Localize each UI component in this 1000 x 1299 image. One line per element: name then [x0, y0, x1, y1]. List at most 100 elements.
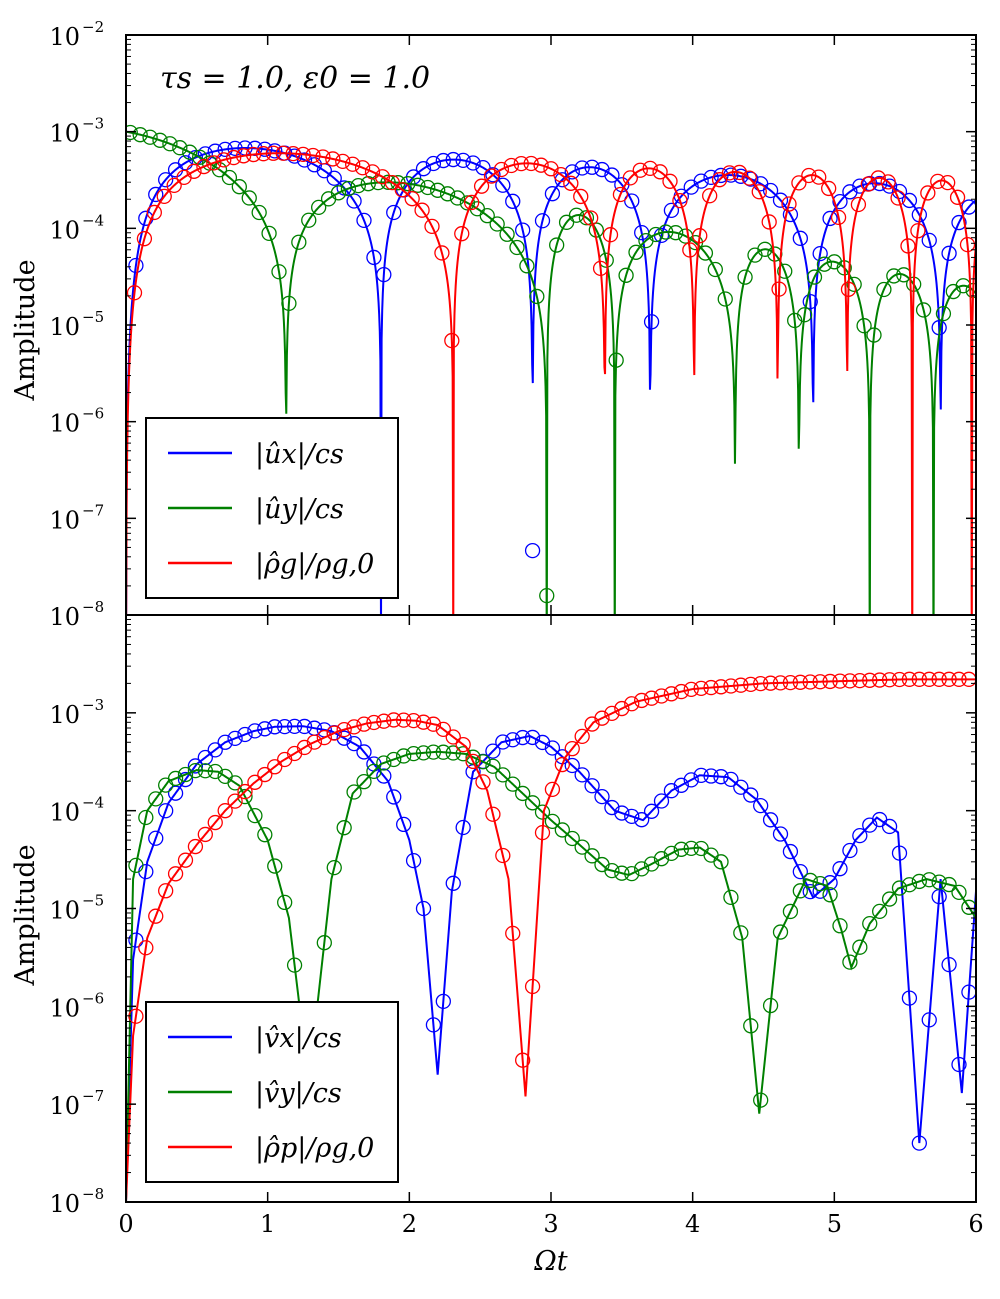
ytick-exponent: −8 [82, 598, 104, 616]
data-point [473, 178, 490, 194]
data-point [632, 162, 648, 178]
data-point [812, 245, 828, 262]
data-point [832, 918, 848, 934]
data-point [241, 190, 257, 206]
data-point [396, 712, 412, 728]
ytick-exponent: −4 [82, 794, 104, 812]
data-point [927, 656, 941, 670]
data-point [509, 239, 525, 256]
data-point [247, 723, 263, 739]
data-point [136, 231, 153, 247]
data-point [420, 179, 436, 196]
data-point [811, 169, 827, 185]
data-point [872, 903, 888, 920]
data-point [713, 854, 729, 870]
data-point [891, 845, 908, 861]
data-point [618, 267, 634, 283]
data-point [941, 671, 957, 687]
data-point [891, 671, 908, 688]
data-point [177, 766, 194, 783]
data-point [850, 196, 867, 213]
data-point [624, 808, 640, 825]
data-point [277, 894, 293, 911]
data-point [578, 210, 595, 226]
data-point [931, 671, 947, 687]
data-point [257, 827, 273, 843]
data-point [400, 176, 416, 192]
data-point [792, 674, 808, 690]
data-point [901, 990, 918, 1006]
data-point [673, 683, 689, 700]
data-point [951, 671, 967, 687]
data-point [568, 207, 585, 223]
data-point [653, 688, 670, 704]
data-point [464, 194, 480, 211]
data-point [126, 285, 143, 301]
data-point [881, 891, 898, 907]
data-point [911, 671, 927, 687]
ytick-label: 10 [49, 216, 80, 244]
data-point [356, 212, 372, 229]
data-point [534, 213, 551, 229]
data-point [489, 216, 505, 232]
ytick-exponent: −6 [82, 405, 104, 423]
data-point [594, 710, 610, 726]
data-point [921, 232, 937, 249]
data-point [830, 209, 847, 226]
data-point [285, 145, 301, 162]
data-point [658, 224, 674, 240]
data-point [475, 774, 491, 790]
data-point [683, 772, 699, 788]
data-point [856, 318, 872, 334]
data-point [832, 673, 848, 689]
data-point [295, 146, 311, 162]
data-point [380, 174, 396, 190]
data-point [301, 212, 317, 228]
data-point [366, 763, 382, 779]
data-point [881, 818, 898, 835]
data-point [703, 679, 719, 696]
data-point [217, 734, 233, 750]
data-point [523, 155, 539, 172]
data-point [842, 184, 858, 200]
data-point [772, 924, 789, 940]
data-point [340, 180, 357, 197]
data-point [911, 1135, 927, 1151]
ytick-exponent: −6 [82, 989, 104, 1007]
data-point [852, 939, 868, 955]
data-point [554, 756, 570, 773]
data-point [816, 256, 833, 272]
data-point [296, 718, 313, 735]
data-point [931, 874, 947, 890]
data-point [162, 136, 178, 152]
data-point [197, 826, 213, 843]
series-line [126, 678, 976, 1202]
data-point [346, 193, 362, 209]
data-point [495, 767, 511, 783]
xtick-label: 6 [968, 1210, 983, 1238]
data-point [713, 769, 729, 785]
data-point [396, 748, 412, 764]
data-point [345, 156, 361, 172]
data-point [396, 816, 412, 833]
top-panel: 10−810−710−610−510−410−310−2 Amplitude τ… [10, 18, 977, 670]
data-point [499, 226, 515, 242]
data-point [941, 956, 957, 973]
data-point [245, 146, 262, 163]
data-point [291, 234, 307, 250]
data-point [495, 734, 511, 750]
data-point [802, 883, 818, 900]
data-point [723, 889, 739, 905]
data-point [394, 182, 410, 198]
data-point [177, 771, 194, 788]
data-point [604, 705, 620, 722]
data-point [594, 789, 610, 805]
data-point [126, 124, 138, 141]
data-point [267, 143, 283, 159]
data-point [648, 226, 664, 243]
data-point [196, 158, 212, 175]
data-point [782, 843, 799, 860]
ytick-label: 10 [49, 410, 80, 438]
data-point [584, 848, 600, 864]
data-point [404, 191, 420, 207]
